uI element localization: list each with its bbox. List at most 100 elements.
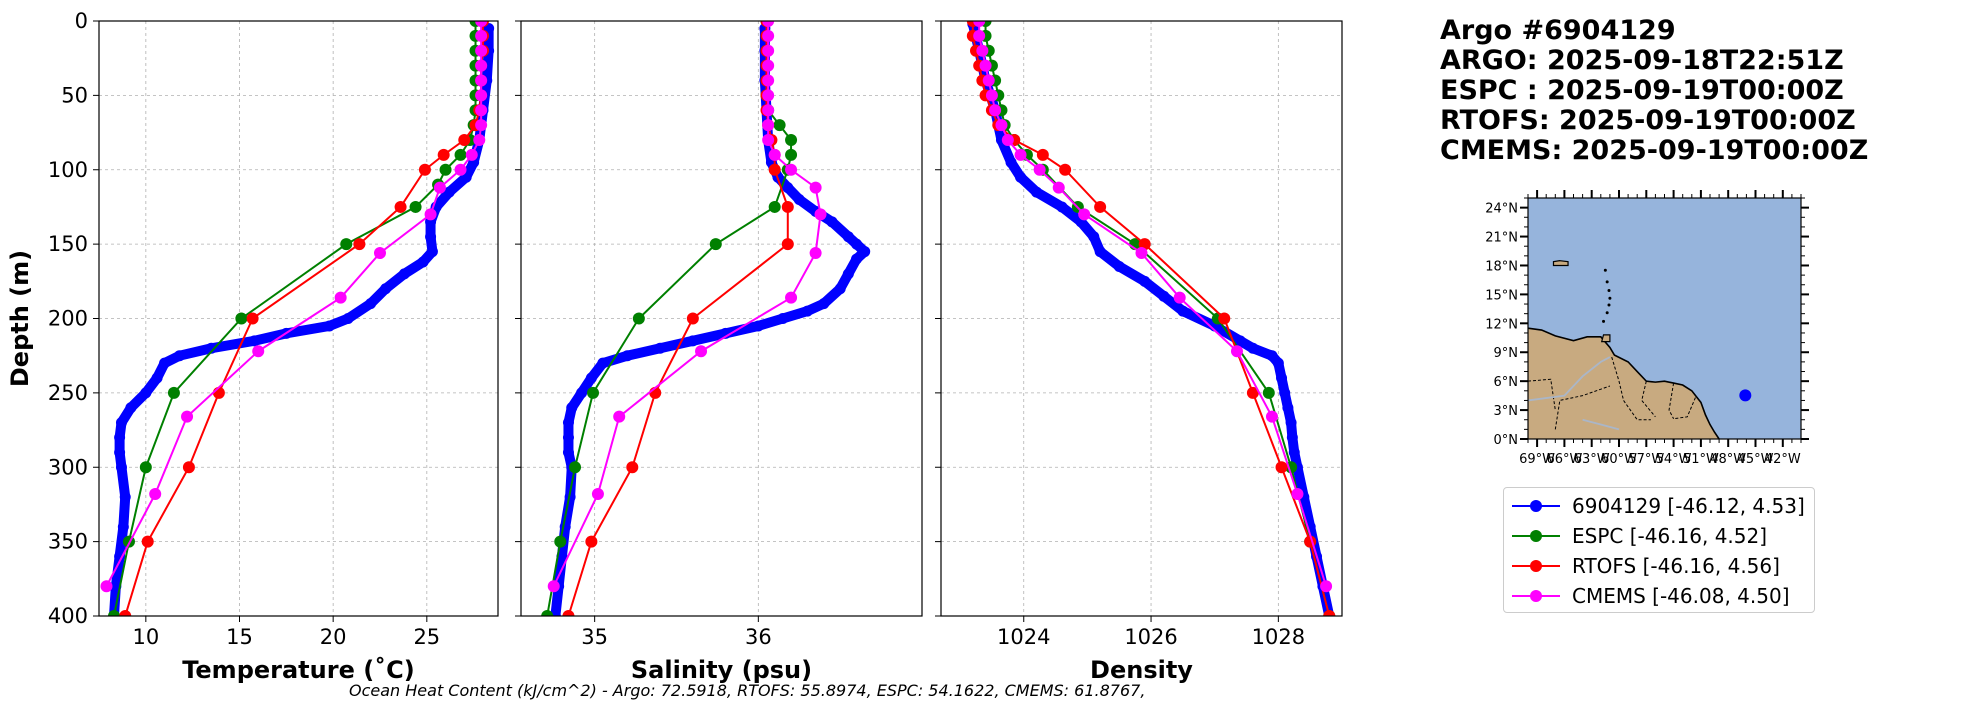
map-island — [1600, 334, 1611, 343]
temperature-xtick-label: 20 — [320, 625, 347, 649]
salinity-cmems-point — [809, 181, 822, 194]
salinity-cmems-point — [695, 345, 708, 358]
title-argo-id: Argo #6904129 — [1440, 15, 1676, 46]
salinity-argo-point — [752, 320, 764, 332]
temperature-ytick-label: 300 — [48, 455, 88, 479]
salinity-cmems-point — [762, 134, 775, 146]
temperature-cmems-point — [454, 163, 467, 176]
salinity-xtick-label: 35 — [581, 625, 608, 649]
temperature-xtick-label: 15 — [226, 625, 253, 649]
temperature-espc-point — [439, 163, 452, 176]
temperature-argo-point — [125, 402, 137, 414]
temperature-ytick-label: 50 — [61, 83, 88, 107]
density-argo-point — [1015, 171, 1027, 183]
salinity-xtick-label: 36 — [745, 625, 772, 649]
salinity-argo-point — [597, 357, 609, 369]
temperature-argo-point — [114, 551, 126, 562]
temperature-argo-point — [114, 446, 126, 458]
salinity-espc-point — [768, 200, 781, 213]
salinity-argo-point — [585, 372, 597, 384]
temperature-argo-point — [323, 320, 335, 332]
salinity-argo-point — [859, 246, 871, 258]
temperature-espc-point — [409, 200, 422, 213]
map-lat-label: 15°N — [1485, 288, 1518, 303]
temperature-argo-point — [443, 186, 455, 198]
salinity-rtofs-point — [626, 461, 639, 474]
legend-label-rtofs: RTOFS [-46.16, 4.56] — [1572, 554, 1780, 578]
map-land — [1528, 328, 1720, 439]
temperature-xtick-label: 10 — [132, 625, 159, 649]
salinity-argo-point — [777, 313, 789, 324]
temperature-cmems-point — [181, 410, 194, 423]
ohc-footer-text: Ocean Heat Content (kJ/cm^2) - Argo: 72.… — [349, 681, 1146, 700]
salinity-rtofs-point — [562, 610, 575, 616]
temperature-cmems-point — [424, 208, 437, 221]
temperature-argo-point — [205, 342, 217, 354]
salinity-espc-point — [632, 312, 645, 325]
map-border — [1641, 381, 1656, 418]
density-xtick-label: 1024 — [997, 625, 1050, 649]
salinity-cmems-point — [785, 163, 798, 176]
temperature-espc-point — [454, 148, 467, 161]
salinity-cmems-point — [814, 208, 827, 221]
salinity-argo-point — [851, 253, 863, 265]
map-small-island — [1605, 311, 1609, 315]
map-river — [1582, 418, 1620, 431]
temperature-argo-point — [248, 335, 260, 347]
map-border — [1554, 385, 1611, 430]
density-cmems-point — [973, 29, 986, 42]
temperature-panel: 10 15 20 25050100150200250300350400Temperat… — [6, 9, 499, 684]
salinity-cmems-point — [768, 148, 781, 161]
density-cmems-point — [989, 104, 1002, 117]
temperature-argo-point — [159, 357, 171, 369]
density-cmems-point — [1078, 208, 1091, 221]
salinity-argo-point — [842, 268, 854, 280]
salinity-argo-point — [826, 216, 838, 228]
temperature-rtofs-point — [458, 134, 471, 146]
salinity-rtofs-point — [781, 200, 794, 213]
density-cmems-point — [1033, 163, 1046, 176]
salinity-argo-point — [556, 551, 568, 562]
legend-marker-espc — [1512, 526, 1560, 546]
density-argo-point — [1056, 201, 1068, 213]
salinity-espc-point — [785, 148, 798, 161]
salinity-argo-point — [801, 305, 813, 317]
salinity-argo-point — [851, 238, 863, 250]
temperature-xlabel: Temperature (˚C) — [182, 656, 415, 684]
legend-entry-cmems: CMEMS [-46.08, 4.50] — [1512, 582, 1790, 610]
temperature-rtofs-point — [418, 163, 431, 176]
map-border — [1668, 383, 1675, 419]
salinity-cmems-point — [762, 44, 775, 57]
density-rtofs-point — [1323, 610, 1336, 616]
legend-entry-espc: ESPC [-46.16, 4.52] — [1512, 522, 1767, 550]
temperature-cmems-point — [475, 89, 488, 102]
salinity-argo-point — [818, 298, 830, 310]
salinity-argo-point — [562, 446, 574, 458]
salinity-cmems-point — [762, 59, 775, 72]
title-block: Argo #6904129 ARGO: 2025-09-18T22:51Z ES… — [1440, 16, 1868, 166]
salinity-cmems-point — [762, 89, 775, 102]
temperature-argo-point — [117, 521, 129, 533]
density-espc-point — [1262, 386, 1275, 399]
temperature-cmems-point — [149, 488, 162, 501]
temperature-cmems-point — [475, 21, 488, 27]
temperature-cmems-point — [475, 29, 488, 42]
map-lon-label: 60°W — [1601, 452, 1637, 467]
density-rtofs-point — [1275, 461, 1288, 474]
temperature-ytick-label: 250 — [48, 381, 88, 405]
density-cmems-point — [985, 89, 998, 102]
temperature-espc-point — [107, 610, 120, 616]
density-rtofs-point — [1036, 148, 1049, 161]
density-cmems-point — [1173, 291, 1186, 304]
temperature-argo-point — [174, 350, 186, 362]
salinity-cmems-point — [762, 74, 775, 87]
map-lat-label: 9°N — [1494, 346, 1519, 361]
salinity-cmems-line — [552, 21, 822, 587]
temperature-ylabel: Depth (m) — [6, 250, 34, 387]
density-argo-point — [1285, 417, 1297, 429]
temperature-ytick-label: 200 — [48, 307, 88, 331]
temperature-ytick-label: 150 — [48, 232, 88, 256]
legend-marker-argo — [1512, 496, 1560, 516]
temperature-cmems-line — [105, 21, 483, 587]
